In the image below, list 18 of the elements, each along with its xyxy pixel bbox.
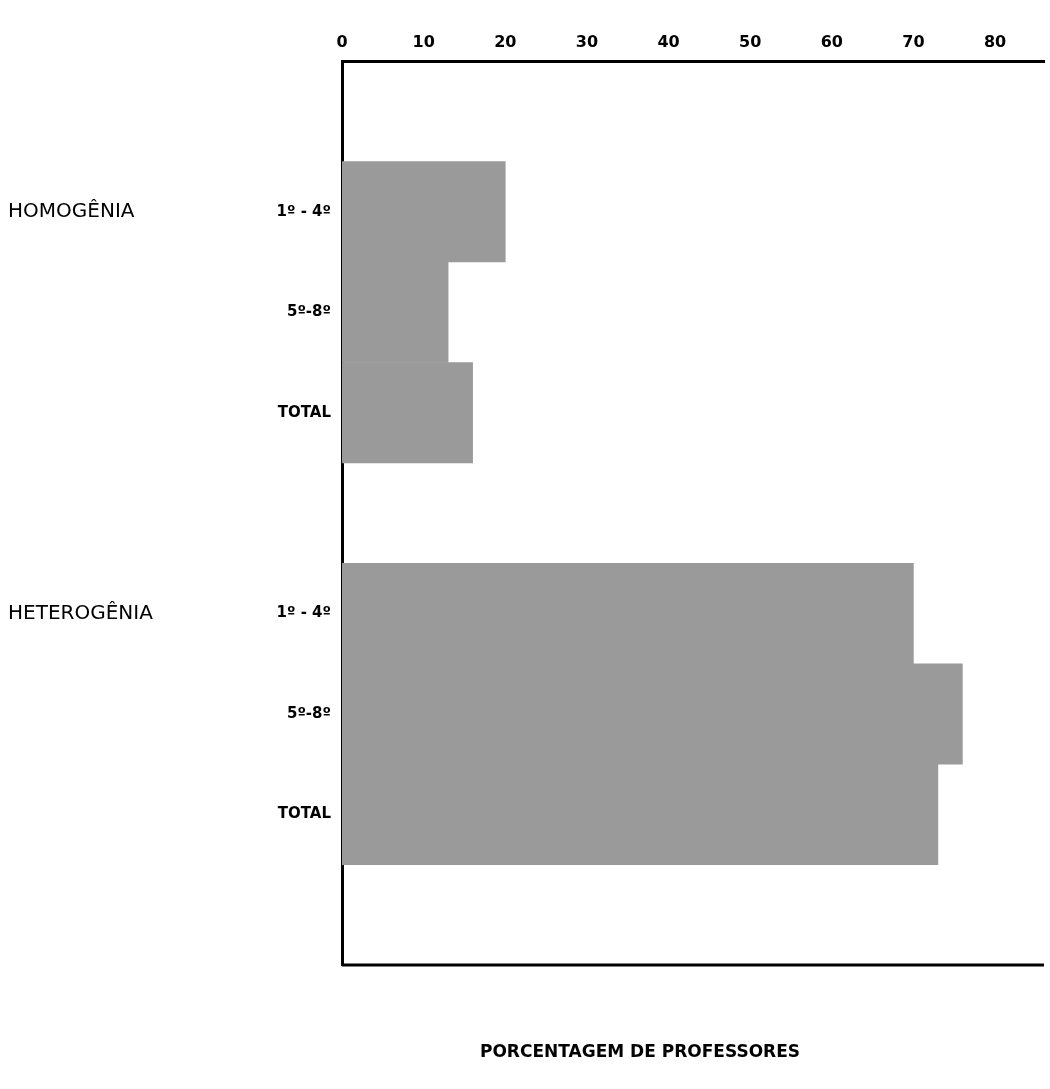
y-tick-label: TOTAL (277, 402, 332, 421)
y-tick-label: 5º-8º (286, 302, 331, 321)
x-tick-label: 60 (820, 31, 843, 51)
y-tick-label: 1º - 4º (276, 201, 331, 220)
x-tick-label: 30 (575, 31, 599, 51)
text: HETEROGÊNIA (8, 599, 154, 624)
x-tick-label: 0 (336, 31, 348, 51)
x-tick-label: 70 (902, 31, 925, 51)
y-tick-label: 1º - 4º (276, 603, 331, 622)
y-tick-label: TOTAL (277, 804, 332, 823)
x-tick-label: 10 (412, 31, 435, 51)
x-tick-label: 40 (657, 31, 680, 51)
x-axis-title: PORCENTAGEM DE PROFESSORES (479, 1041, 801, 1062)
text: HOMOGÊNIA (8, 198, 135, 223)
y-tick-label: 5º-8º (286, 703, 331, 722)
x-tick-label: 80 (983, 31, 1007, 51)
x-tick-label: 20 (494, 31, 517, 51)
x-tick-label: 50 (739, 31, 762, 51)
